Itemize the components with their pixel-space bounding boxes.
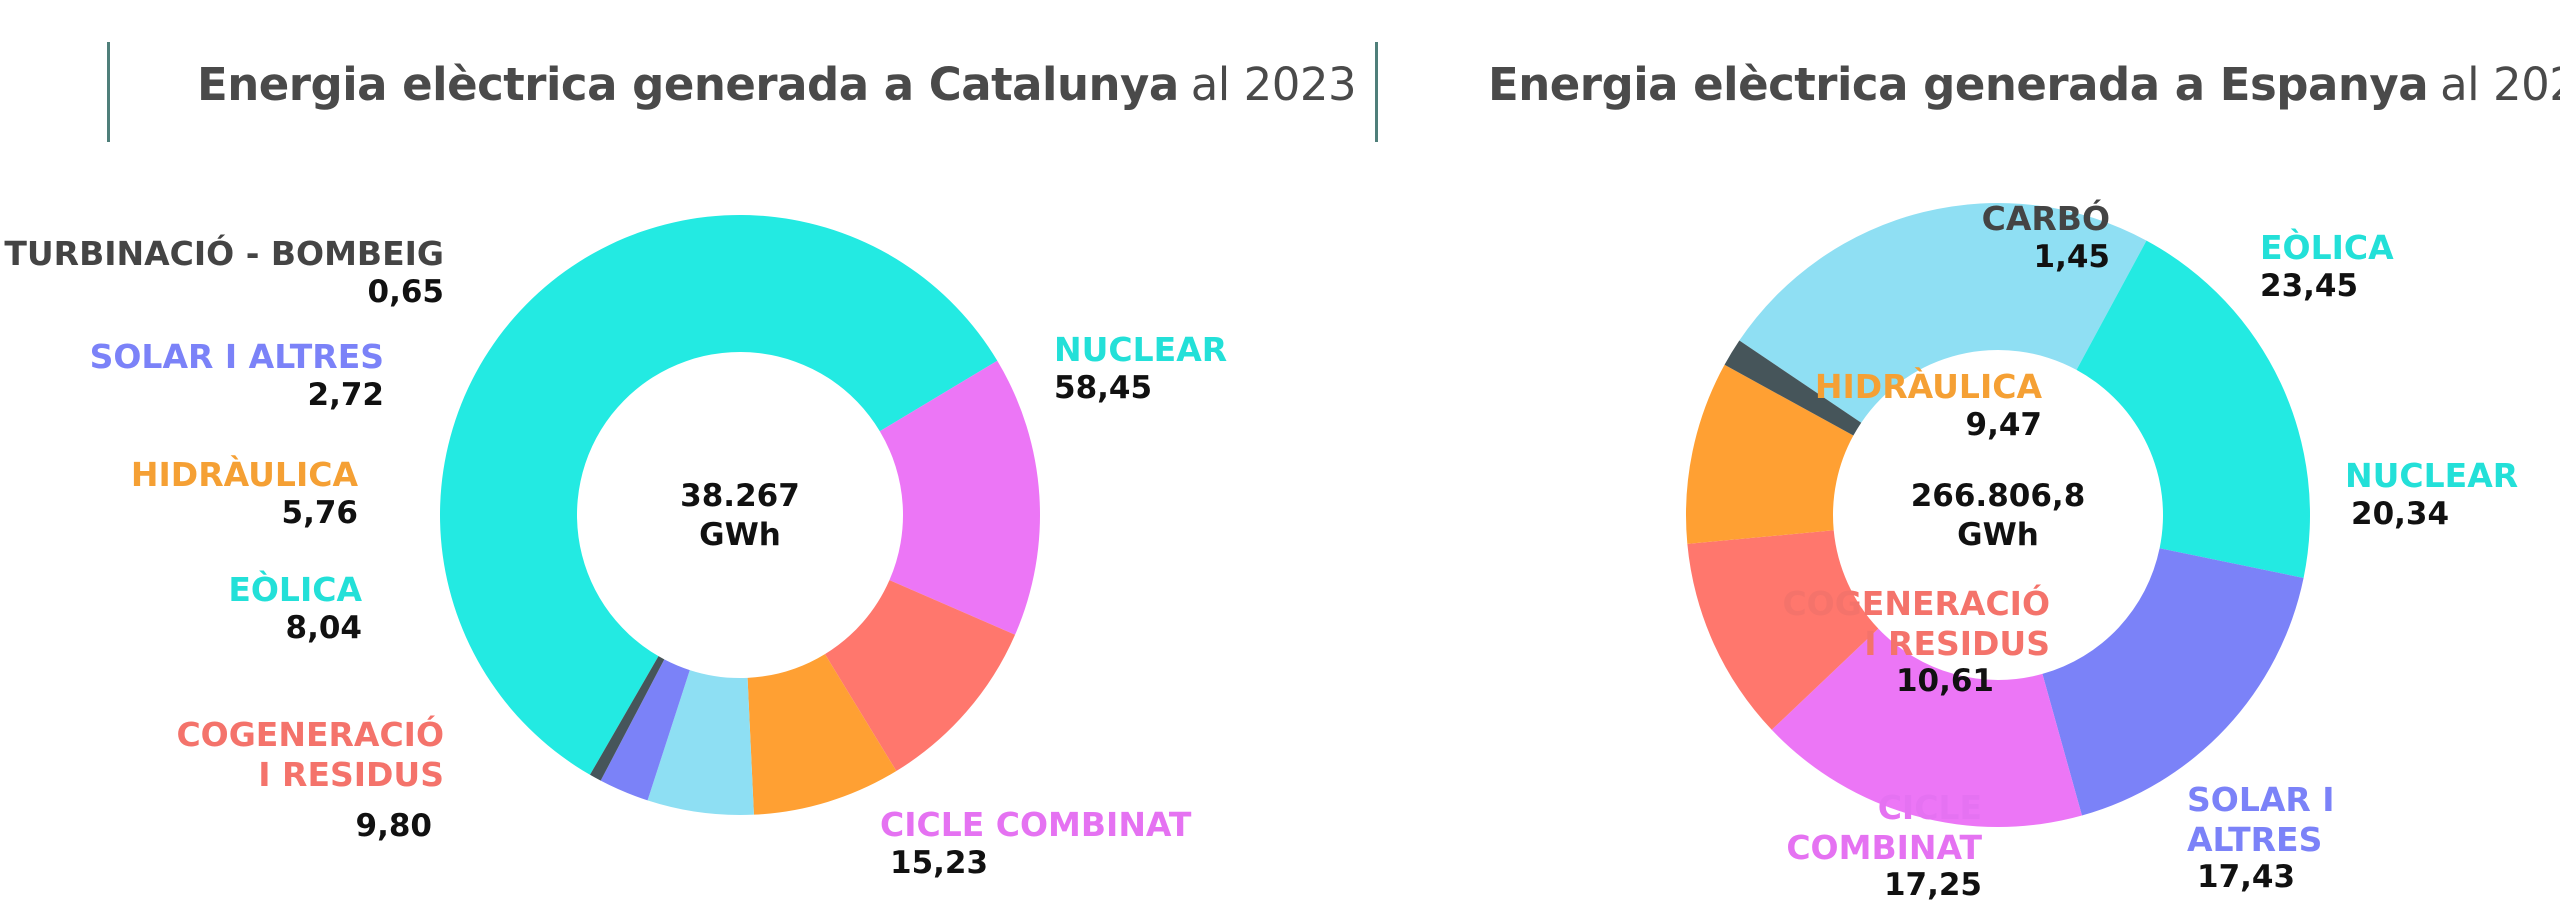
slice-turb <box>590 656 665 781</box>
slice-cogen <box>824 580 1016 772</box>
slice-hidraulica <box>1686 364 1854 544</box>
label-nuclear: NUCLEAR 58,45 <box>1054 330 1227 407</box>
slice-nuclear <box>440 215 998 775</box>
donut-chart-catalunya: 38.267 GWh <box>440 215 1040 815</box>
label-cogeneracio-line2: I RESIDUS <box>258 754 444 794</box>
slice-nuclear <box>2076 240 2310 578</box>
label-hidraulica-name: HIDRÀULICA <box>130 455 358 494</box>
chart-title-year: al 2023 <box>2440 58 2560 111</box>
label-hidraulica: HIDRÀULICA 5,76 <box>131 455 358 532</box>
title-divider <box>1375 42 1378 142</box>
label-cogeneracio: COGENERACIÓ I RESIDUS 9,80 <box>176 715 444 845</box>
label-solar-altres-line1: SOLAR I <box>2187 780 2335 819</box>
chart-title-year: al 2023 <box>1190 58 1357 111</box>
label-cogeneracio-line2: I RESIDUS <box>1864 623 2050 663</box>
chart-catalunya: Energia elèctrica generada a Catalunya al… <box>4 42 1357 882</box>
slice-eolica <box>1739 202 2147 423</box>
label-cogeneracio-value: 9,80 <box>355 808 433 845</box>
slice-solar <box>600 659 690 801</box>
label-nuclear: NUCLEAR 20,34 <box>2345 456 2518 533</box>
donut-chart-espanya: 266.806,8 GWh <box>1686 202 2310 827</box>
label-eolica-name: EÒLICA <box>2260 228 2394 267</box>
label-eolica-value: 23,45 <box>2260 267 2359 304</box>
label-cogeneracio-line1: COGENERACIÓ <box>176 715 444 754</box>
label-cicle-combinat: CICLE COMBINAT 17,25 <box>1786 788 1982 904</box>
label-solar-altres-value: 2,72 <box>307 376 385 413</box>
center-total-unit: GWh <box>1957 517 2039 553</box>
label-carbo-name: CARBÓ <box>1981 199 2110 238</box>
label-hidraulica-value: 9,47 <box>1965 406 2043 443</box>
label-cicle-combinat-line1: CICLE <box>1877 788 1982 827</box>
label-cogeneracio: COGENERACIÓ I RESIDUS 10,61 <box>1782 584 2050 700</box>
label-eolica-name: EÒLICA <box>228 570 362 609</box>
label-cogeneracio-value: 10,61 <box>1895 663 1994 700</box>
label-solar-altres: SOLAR I ALTRES 17,43 <box>2187 780 2335 896</box>
label-eolica: EÒLICA 8,04 <box>228 570 362 647</box>
label-nuclear-name: NUCLEAR <box>2345 456 2519 495</box>
chart-title: Energia elèctrica generada a Espanya al 2… <box>1488 58 2560 111</box>
chart-title: Energia elèctrica generada a Catalunya al… <box>197 58 1357 111</box>
label-eolica-value: 8,04 <box>285 609 363 646</box>
center-total-unit: GWh <box>699 517 781 553</box>
title-divider <box>107 42 110 142</box>
label-solar-altres: SOLAR I ALTRES 2,72 <box>90 337 384 414</box>
label-cicle-combinat-name: CICLE COMBINAT <box>880 805 1192 844</box>
label-cicle-combinat-line2: COMBINAT <box>1786 827 1982 867</box>
label-carbo-value: 1,45 <box>2033 238 2111 275</box>
label-nuclear-value: 58,45 <box>1054 369 1153 406</box>
label-solar-altres-value: 17,43 <box>2197 859 2296 896</box>
label-cicle-combinat-value: 17,25 <box>1883 867 1982 904</box>
label-cicle-combinat-value: 15,23 <box>890 844 989 881</box>
label-eolica: EÒLICA 23,45 <box>2260 228 2394 305</box>
label-carbo: CARBÓ 1,45 <box>1982 199 2110 276</box>
label-solar-altres-name: SOLAR I ALTRES <box>89 337 384 376</box>
label-hidraulica-value: 5,76 <box>281 494 359 531</box>
label-nuclear-value: 20,34 <box>2351 495 2450 532</box>
label-hidraulica: HIDRÀULICA 9,47 <box>1815 367 2042 444</box>
label-hidraulica-name: HIDRÀULICA <box>1814 367 2042 406</box>
slice-carbo <box>1724 340 1862 436</box>
slice-cogen <box>1687 530 1879 730</box>
chart-title-bold: Energia elèctrica generada a Espanya <box>1488 58 2429 111</box>
label-turbinacio-bombeig-value: 0,65 <box>367 273 445 310</box>
label-cogeneracio-line1: COGENERACIÓ <box>1782 584 2050 623</box>
label-nuclear-name: NUCLEAR <box>1054 330 1228 369</box>
slice-cicle <box>1771 628 2082 827</box>
label-cicle-combinat: CICLE COMBINAT 15,23 <box>880 805 1191 882</box>
center-total-value: 266.806,8 <box>1911 478 2086 514</box>
label-solar-altres-line2: ALTRES <box>2187 819 2323 859</box>
chart-title-bold: Energia elèctrica generada a Catalunya <box>197 58 1179 111</box>
slice-eolica <box>747 654 897 815</box>
chart-espanya: Energia elèctrica generada a Espanya al 2… <box>1375 0 2560 918</box>
slice-cicle <box>879 360 1040 635</box>
slice-hidraulica <box>647 670 754 815</box>
label-turbinacio-bombeig: TURBINACIÓ - BOMBEIG 0,65 <box>4 234 444 311</box>
label-turbinacio-bombeig-name: TURBINACIÓ - BOMBEIG <box>4 234 444 273</box>
center-total-value: 38.267 <box>680 478 800 514</box>
slice-solar <box>2042 548 2304 816</box>
